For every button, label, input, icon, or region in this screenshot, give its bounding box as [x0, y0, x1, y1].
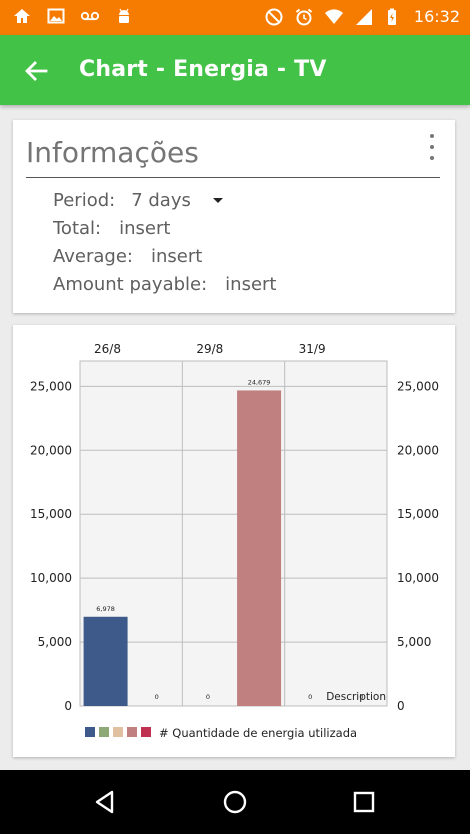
bar [237, 390, 282, 706]
voicemail-icon [80, 11, 100, 21]
y-tick-label-left: 15,000 [30, 507, 72, 521]
legend-swatch [85, 727, 95, 737]
status-bar: 16:32 [0, 0, 470, 35]
total-value: insert [119, 218, 171, 239]
overflow-menu-icon[interactable] [427, 134, 437, 160]
info-card: Informações Period: 7 days Total: insert A… [13, 120, 455, 313]
payable-value: insert [225, 274, 277, 295]
legend-swatch [99, 727, 109, 737]
bar-value-label: 0 [155, 693, 159, 701]
bar [83, 616, 128, 706]
y-tick-label-left: 0 [64, 699, 72, 713]
y-tick-label-left: 10,000 [30, 571, 72, 585]
back-arrow-icon[interactable] [22, 57, 50, 85]
home-icon [14, 9, 30, 23]
chart-card: 0 0 5,000 5,000 10,000 10,000 15,000 15,000 20,0… [13, 325, 455, 757]
info-title: Informações [26, 136, 199, 169]
bar-value-label: 6,978 [96, 605, 115, 613]
y-tick-label-right: 5,000 [397, 635, 431, 649]
period-dropdown[interactable]: 7 days [131, 190, 223, 211]
android-icon [119, 8, 129, 23]
battery-icon [387, 8, 396, 25]
image-icon [47, 8, 65, 24]
y-tick-label-left: 20,000 [30, 443, 72, 457]
x-tick-label: 31/9 [299, 342, 326, 356]
y-tick-label-right: 25,000 [397, 379, 439, 393]
navigation-bar [0, 770, 470, 834]
app-bar: Chart - Energia - TV [0, 35, 470, 105]
home-circle-icon[interactable] [221, 788, 249, 816]
bar-value-label: 0 [206, 693, 210, 701]
y-tick-label-right: 10,000 [397, 571, 439, 585]
bar-value-label: 0 [308, 693, 312, 701]
x-tick-label: 26/8 [94, 342, 121, 356]
x-tick-label: 29/8 [196, 342, 223, 356]
recents-square-icon[interactable] [350, 788, 378, 816]
y-tick-label-left: 25,000 [30, 379, 72, 393]
energy-bar-chart: 0 0 5,000 5,000 10,000 10,000 15,000 15,000 20,0… [30, 342, 439, 740]
plot-area [79, 360, 388, 707]
app-title: Chart - Energia - TV [79, 57, 327, 82]
signal-icon [355, 9, 372, 25]
total-row: Total: insert [53, 218, 170, 239]
status-time: 16:32 [413, 7, 460, 26]
total-label: Total: [53, 218, 102, 239]
legend-swatch [113, 727, 123, 737]
bar-value-label: 24,679 [248, 378, 271, 386]
period-label: Period: [53, 190, 116, 211]
average-row: Average: insert [53, 246, 202, 267]
average-label: Average: [53, 246, 133, 267]
info-title-underline [26, 177, 440, 178]
chart-description: Description [326, 691, 386, 703]
legend-swatch [141, 727, 151, 737]
bar-value-label: 0 [359, 693, 363, 701]
dropdown-caret-icon [212, 198, 223, 203]
wifi-icon [324, 9, 343, 24]
period-row: Period: 7 days [53, 190, 223, 211]
back-triangle-icon[interactable] [91, 788, 119, 816]
y-tick-label-right: 0 [397, 699, 405, 713]
do-not-disturb-icon [265, 8, 283, 26]
legend-swatch [127, 727, 137, 737]
y-tick-label-right: 20,000 [397, 443, 439, 457]
payable-label: Amount payable: [53, 274, 208, 295]
alarm-icon [295, 8, 313, 26]
period-value: 7 days [131, 190, 191, 211]
y-tick-label-left: 5,000 [38, 635, 72, 649]
y-tick-label-right: 15,000 [397, 507, 439, 521]
legend-label: # Quantidade de energia utilizada [159, 726, 357, 740]
payable-row: Amount payable: insert [53, 274, 277, 295]
average-value: insert [150, 246, 203, 267]
